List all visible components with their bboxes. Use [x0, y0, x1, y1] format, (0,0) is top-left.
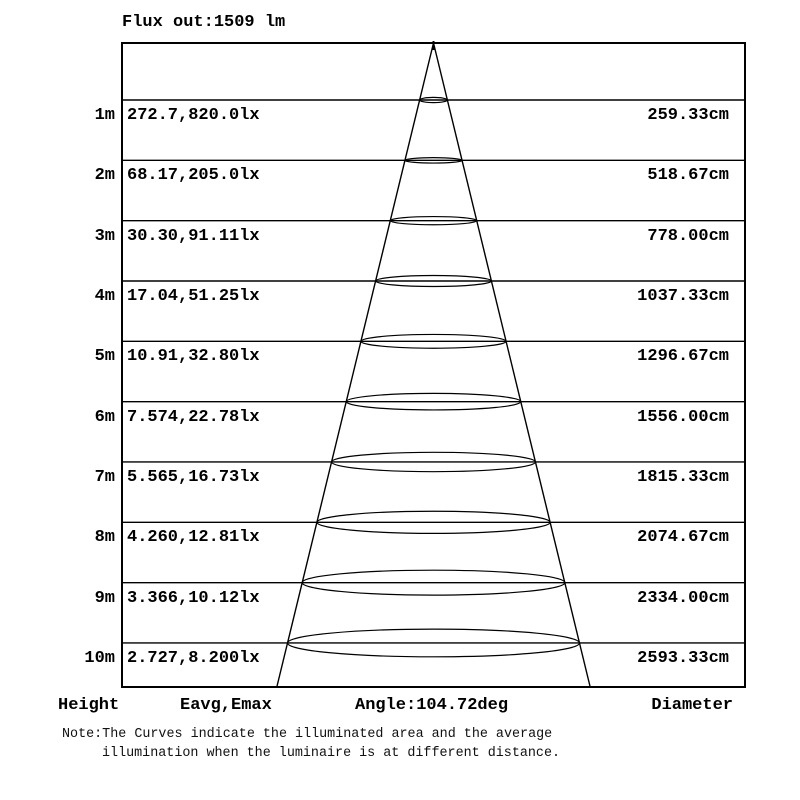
table-row: 8m 4.260,12.81lx 2074.67cm [0, 529, 800, 547]
height-value: 7m [94, 468, 115, 487]
flux-output-label: Flux out:1509 lm [122, 13, 286, 32]
eavg-emax-value: 4.260,12.81lx [127, 528, 260, 547]
table-row: 2m 68.17,205.0lx 518.67cm [0, 167, 800, 185]
height-value: 5m [94, 347, 115, 366]
table-row: 7m 5.565,16.73lx 1815.33cm [0, 469, 800, 487]
note-text-line2: illumination when the luminaire is at di… [102, 746, 561, 761]
diameter-value: 2334.00cm [637, 589, 729, 608]
height-value: 4m [94, 287, 115, 306]
eavg-emax-value: 68.17,205.0lx [127, 166, 260, 185]
diameter-value: 1296.67cm [637, 347, 729, 366]
column-header-height: Height [58, 696, 120, 715]
table-row: 6m 7.574,22.78lx 1556.00cm [0, 409, 800, 427]
eavg-emax-value: 17.04,51.25lx [127, 287, 260, 306]
diameter-value: 1815.33cm [637, 468, 729, 487]
diameter-value: 778.00cm [647, 227, 729, 246]
height-value: 10m [84, 649, 115, 668]
height-value: 3m [94, 227, 115, 246]
eavg-emax-value: 7.574,22.78lx [127, 408, 260, 427]
eavg-emax-value: 30.30,91.11lx [127, 227, 260, 246]
eavg-emax-value: 272.7,820.0lx [127, 106, 260, 125]
diameter-value: 2593.33cm [637, 649, 729, 668]
diameter-value: 1037.33cm [637, 287, 729, 306]
eavg-emax-value: 10.91,32.80lx [127, 347, 260, 366]
table-row: 1m 272.7,820.0lx 259.33cm [0, 107, 800, 125]
height-value: 1m [94, 106, 115, 125]
height-value: 2m [94, 166, 115, 185]
cone-edge-left [276, 42, 435, 688]
height-value: 9m [94, 589, 115, 608]
table-row: 9m 3.366,10.12lx 2334.00cm [0, 590, 800, 608]
eavg-emax-value: 2.727,8.200lx [127, 649, 260, 668]
diameter-value: 259.33cm [647, 106, 729, 125]
column-header-diameter: Diameter [651, 696, 733, 715]
diameter-value: 518.67cm [647, 166, 729, 185]
note-text-line1: Note:The Curves indicate the illuminated… [62, 727, 553, 742]
table-row: 3m 30.30,91.11lx 778.00cm [0, 228, 800, 246]
table-row: 4m 17.04,51.25lx 1037.33cm [0, 288, 800, 306]
diameter-value: 1556.00cm [637, 408, 729, 427]
eavg-emax-value: 5.565,16.73lx [127, 468, 260, 487]
diagram-border [121, 42, 746, 688]
beam-angle-label: Angle:104.72deg [355, 696, 509, 715]
height-value: 6m [94, 408, 115, 427]
column-header-eavg-emax: Eavg,Emax [180, 696, 272, 715]
diameter-value: 2074.67cm [637, 528, 729, 547]
table-row: 5m 10.91,32.80lx 1296.67cm [0, 348, 800, 366]
height-value: 8m [94, 528, 115, 547]
cone-edge-right [432, 42, 591, 688]
table-row: 10m 2.727,8.200lx 2593.33cm [0, 650, 800, 668]
eavg-emax-value: 3.366,10.12lx [127, 589, 260, 608]
